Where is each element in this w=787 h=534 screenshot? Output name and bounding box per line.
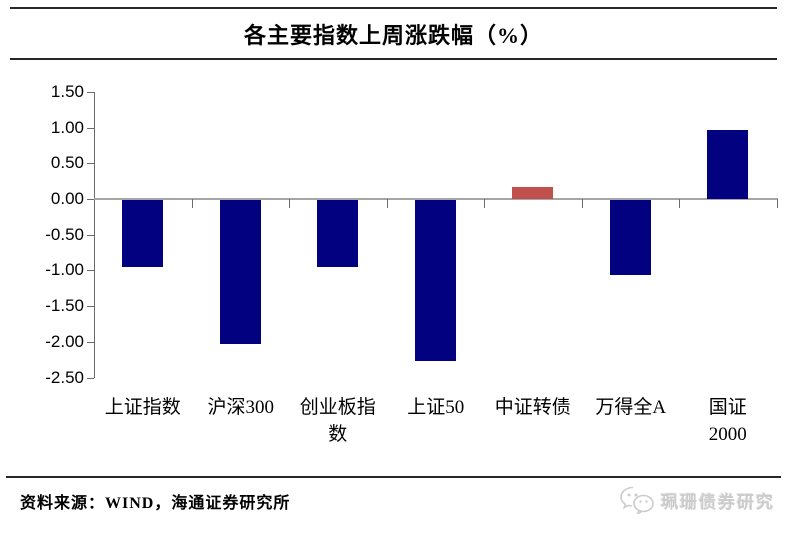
- x-axis-category-label-line: 万得全A: [595, 397, 667, 418]
- y-axis-tick-mark: [87, 270, 94, 272]
- x-axis-tick-mark: [582, 199, 583, 208]
- bar-沪深300: [220, 200, 261, 344]
- source-note: 资料来源：WIND，海通证券研究所: [20, 495, 291, 512]
- x-axis-category-label-line: 国证: [708, 397, 747, 418]
- y-axis-tick-label: 1.00: [50, 117, 84, 137]
- y-axis-tick-mark: [87, 199, 94, 200]
- x-axis-category-label: 沪深300: [185, 394, 297, 421]
- y-axis-tick-label: 0.50: [50, 153, 84, 173]
- y-axis-tick-label: 1.50: [50, 81, 84, 101]
- wechat-icon: [619, 486, 655, 514]
- x-axis-category-label: 创业板指数: [282, 394, 394, 448]
- chart-title: 各主要指数上周涨跌幅（%）: [243, 23, 543, 48]
- footer-divider: [6, 476, 781, 478]
- bar-上证指数: [122, 200, 163, 267]
- x-axis-category-label-line: 上证指数: [104, 397, 181, 418]
- y-axis-tick-mark: [87, 234, 94, 236]
- watermark: 珮珊债券研究: [619, 486, 775, 514]
- watermark-text: 珮珊债券研究: [661, 492, 775, 512]
- bar-上证50: [415, 200, 456, 361]
- bar-万得全A: [610, 200, 651, 275]
- x-axis-category-label-line: 上证50: [407, 397, 465, 418]
- x-axis-category-label-line: 中证转债: [494, 397, 571, 418]
- y-axis-tick-mark: [87, 163, 94, 165]
- x-axis-category-label-line: 数: [328, 424, 348, 445]
- y-axis-tick-mark: [87, 91, 94, 93]
- zero-baseline: [94, 198, 778, 200]
- x-axis-category-label: 上证50: [380, 394, 492, 421]
- y-axis-tick-label: -2.00: [45, 331, 84, 351]
- bar-创业板指数: [317, 200, 358, 267]
- x-axis-category-label: 国证 2000: [672, 394, 784, 448]
- x-axis-category-label: 上证指数: [87, 394, 199, 421]
- bar-中证转债: [512, 187, 553, 199]
- y-axis-line: [94, 92, 95, 378]
- y-axis-tick-label: -1.00: [45, 260, 84, 280]
- x-axis-tick-mark: [192, 199, 193, 208]
- x-axis-category-label-line: 创业板指: [299, 397, 376, 418]
- title-divider: [10, 58, 777, 60]
- top-divider: [10, 7, 777, 9]
- y-axis-tick-label: -1.50: [45, 296, 84, 316]
- y-axis-tick-label: -2.50: [45, 367, 84, 387]
- y-axis-tick-mark: [87, 377, 94, 379]
- x-axis-tick-mark: [387, 199, 388, 208]
- y-axis-tick-mark: [87, 341, 94, 343]
- y-axis-tick-label: 0.00: [50, 189, 84, 208]
- y-axis-tick-mark: [87, 306, 94, 308]
- x-axis-category-label-line: 沪深300: [207, 397, 274, 418]
- x-axis-category-label: 中证转债: [477, 394, 589, 421]
- x-axis-category-label: 万得全A: [575, 394, 687, 421]
- x-axis-tick-mark: [484, 199, 485, 208]
- x-axis-tick-mark: [679, 199, 680, 208]
- y-axis-tick-mark: [87, 127, 94, 129]
- x-axis-category-label-line: 2000: [708, 424, 747, 445]
- x-axis-tick-mark: [777, 199, 778, 208]
- y-axis-tick-label: -0.50: [45, 224, 84, 244]
- x-axis-tick-mark: [289, 199, 290, 208]
- bar-国证2000: [707, 130, 748, 199]
